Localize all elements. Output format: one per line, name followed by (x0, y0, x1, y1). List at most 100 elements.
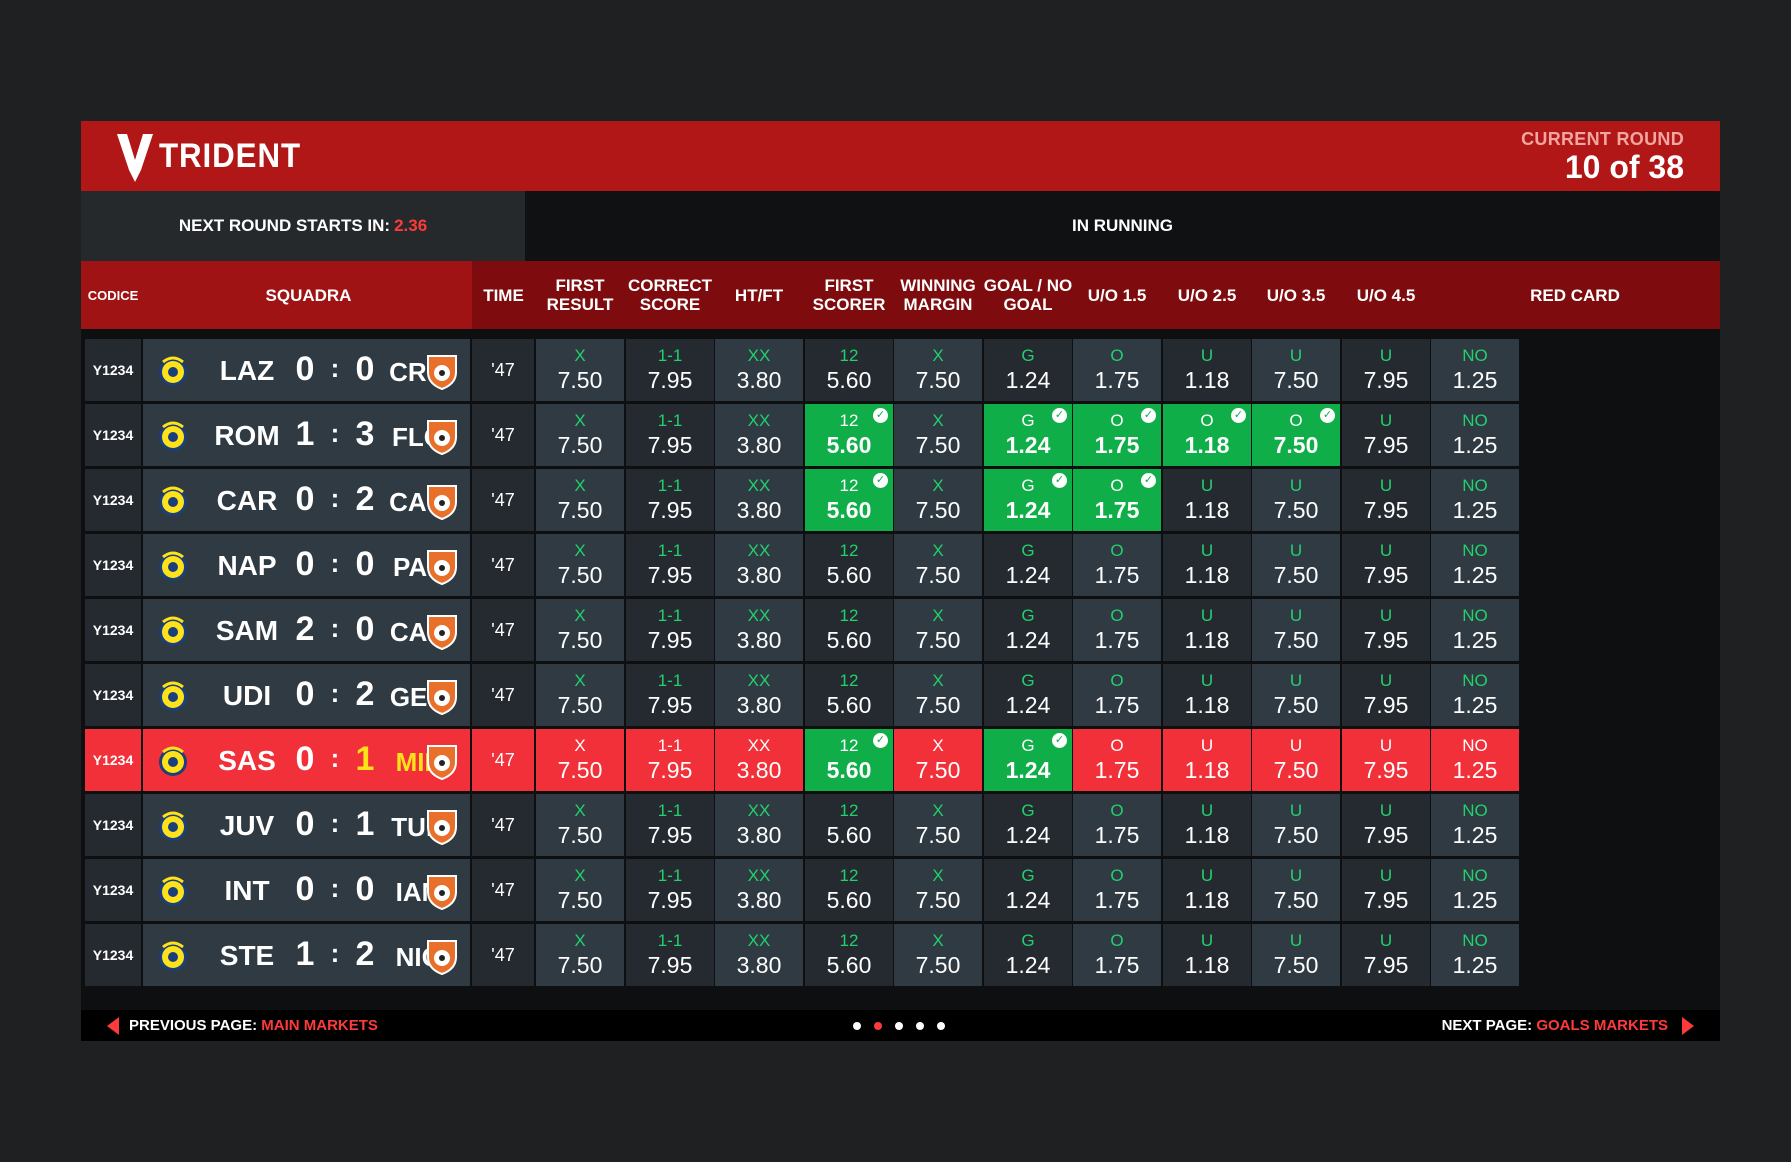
odds-cell[interactable]: XX 3.80 (715, 599, 803, 661)
odds-cell[interactable]: X 7.50 (536, 924, 624, 986)
next-page-link[interactable]: NEXT PAGE: GOALS MARKETS (1442, 1010, 1694, 1041)
odds-cell[interactable]: 1-1 7.95 (626, 859, 714, 921)
odds-cell[interactable]: X 7.50 (894, 859, 982, 921)
odds-cell[interactable]: NO 1.25 (1431, 339, 1519, 401)
odds-cell[interactable]: U 7.50 (1252, 794, 1340, 856)
odds-cell[interactable]: XX 3.80 (715, 534, 803, 596)
odds-cell[interactable]: NO 1.25 (1431, 794, 1519, 856)
odds-cell[interactable]: U 7.95 (1342, 339, 1430, 401)
match-row[interactable]: Y1234 LAZ 0:0 CRO '47 X 7.50 1-1 7.95 XX 3.80 12 5.6… (85, 339, 1716, 404)
odds-cell[interactable]: 12 5.60 (805, 339, 893, 401)
odds-cell[interactable]: U 7.50 (1252, 469, 1340, 531)
odds-cell[interactable]: X 7.50 (894, 469, 982, 531)
odds-cell[interactable]: NO 1.25 (1431, 469, 1519, 531)
odds-cell[interactable]: O 1.75 (1073, 599, 1161, 661)
odds-cell[interactable]: 12 5.60 (805, 664, 893, 726)
odds-cell[interactable]: 12 5.60 (805, 794, 893, 856)
odds-cell[interactable]: G 1.24 (984, 599, 1072, 661)
odds-cell[interactable]: U 1.18 (1163, 794, 1251, 856)
match-row[interactable]: Y1234 SAS 0:1 MIL '47 X 7.50 1-1 7.95 XX 3.80 12 5.6… (85, 729, 1716, 794)
odds-cell[interactable]: G 1.24 (984, 664, 1072, 726)
odds-cell[interactable]: X 7.50 (536, 534, 624, 596)
page-dot[interactable] (937, 1022, 945, 1030)
odds-cell[interactable]: 1-1 7.95 (626, 794, 714, 856)
page-dot[interactable] (895, 1022, 903, 1030)
odds-cell[interactable]: G 1.24 ✓ (984, 469, 1072, 531)
odds-cell[interactable]: X 7.50 (894, 664, 982, 726)
odds-cell[interactable]: X 7.50 (536, 404, 624, 466)
odds-cell[interactable]: XX 3.80 (715, 339, 803, 401)
match-row[interactable]: Y1234 INT 0:0 IAN '47 X 7.50 1-1 7.95 XX 3.80 12 5.6… (85, 859, 1716, 924)
odds-cell[interactable]: XX 3.80 (715, 664, 803, 726)
odds-cell[interactable]: U 1.18 (1163, 339, 1251, 401)
odds-cell[interactable]: X 7.50 (894, 404, 982, 466)
odds-cell[interactable]: 12 5.60 (805, 534, 893, 596)
odds-cell[interactable]: O 1.75 ✓ (1073, 469, 1161, 531)
odds-cell[interactable]: U 7.95 (1342, 794, 1430, 856)
odds-cell[interactable]: 12 5.60 ✓ (805, 469, 893, 531)
odds-cell[interactable]: 12 5.60 (805, 599, 893, 661)
match-row[interactable]: Y1234 JUV 0:1 TUR '47 X 7.50 1-1 7.95 XX 3.80 12 5.6… (85, 794, 1716, 859)
odds-cell[interactable]: U 1.18 (1163, 534, 1251, 596)
odds-cell[interactable]: U 1.18 (1163, 469, 1251, 531)
match-row[interactable]: Y1234 CAR 0:2 CAG '47 X 7.50 1-1 7.95 XX 3.80 12 5.6… (85, 469, 1716, 534)
odds-cell[interactable]: X 7.50 (894, 534, 982, 596)
odds-cell[interactable]: NO 1.25 (1431, 924, 1519, 986)
odds-cell[interactable]: 1-1 7.95 (626, 534, 714, 596)
odds-cell[interactable]: O 7.50 ✓ (1252, 404, 1340, 466)
odds-cell[interactable]: X 7.50 (536, 469, 624, 531)
odds-cell[interactable]: X 7.50 (894, 794, 982, 856)
odds-cell[interactable]: O 1.75 (1073, 534, 1161, 596)
odds-cell[interactable]: X 7.50 (536, 339, 624, 401)
odds-cell[interactable]: U 1.18 (1163, 924, 1251, 986)
odds-cell[interactable]: 1-1 7.95 (626, 664, 714, 726)
odds-cell[interactable]: X 7.50 (536, 729, 624, 791)
odds-cell[interactable]: G 1.24 (984, 924, 1072, 986)
odds-cell[interactable]: G 1.24 (984, 859, 1072, 921)
odds-cell[interactable]: 12 5.60 (805, 924, 893, 986)
odds-cell[interactable]: 1-1 7.95 (626, 924, 714, 986)
odds-cell[interactable]: U 7.50 (1252, 859, 1340, 921)
odds-cell[interactable]: O 1.75 (1073, 924, 1161, 986)
odds-cell[interactable]: X 7.50 (536, 794, 624, 856)
odds-cell[interactable]: U 7.95 (1342, 729, 1430, 791)
odds-cell[interactable]: U 7.50 (1252, 339, 1340, 401)
odds-cell[interactable]: XX 3.80 (715, 859, 803, 921)
odds-cell[interactable]: 1-1 7.95 (626, 729, 714, 791)
odds-cell[interactable]: NO 1.25 (1431, 534, 1519, 596)
odds-cell[interactable]: U 7.50 (1252, 534, 1340, 596)
odds-cell[interactable]: O 1.75 (1073, 729, 1161, 791)
odds-cell[interactable]: 12 5.60 ✓ (805, 729, 893, 791)
odds-cell[interactable]: XX 3.80 (715, 924, 803, 986)
odds-cell[interactable]: G 1.24 ✓ (984, 729, 1072, 791)
odds-cell[interactable]: XX 3.80 (715, 404, 803, 466)
odds-cell[interactable]: X 7.50 (894, 339, 982, 401)
match-row[interactable]: Y1234 NAP 0:0 PAL '47 X 7.50 1-1 7.95 XX 3.80 12 5.6… (85, 534, 1716, 599)
odds-cell[interactable]: NO 1.25 (1431, 664, 1519, 726)
odds-cell[interactable]: U 7.95 (1342, 404, 1430, 466)
odds-cell[interactable]: X 7.50 (536, 599, 624, 661)
odds-cell[interactable]: 1-1 7.95 (626, 469, 714, 531)
match-row[interactable]: Y1234 ROM 1:3 FLO '47 X 7.50 1-1 7.95 XX 3.80 12 5.6… (85, 404, 1716, 469)
odds-cell[interactable]: U 1.18 (1163, 664, 1251, 726)
odds-cell[interactable]: U 1.18 (1163, 859, 1251, 921)
odds-cell[interactable]: X 7.50 (536, 859, 624, 921)
odds-cell[interactable]: O 1.18 ✓ (1163, 404, 1251, 466)
odds-cell[interactable]: U 7.50 (1252, 599, 1340, 661)
odds-cell[interactable]: X 7.50 (894, 599, 982, 661)
odds-cell[interactable]: X 7.50 (894, 729, 982, 791)
odds-cell[interactable]: G 1.24 (984, 534, 1072, 596)
odds-cell[interactable]: O 1.75 (1073, 664, 1161, 726)
odds-cell[interactable]: NO 1.25 (1431, 404, 1519, 466)
odds-cell[interactable]: U 7.95 (1342, 599, 1430, 661)
odds-cell[interactable]: X 7.50 (536, 664, 624, 726)
page-dot[interactable] (853, 1022, 861, 1030)
previous-page-link[interactable]: PREVIOUS PAGE: MAIN MARKETS (107, 1010, 378, 1041)
match-row[interactable]: Y1234 SAM 2:0 CAR '47 X 7.50 1-1 7.95 XX 3.80 12 5.6… (85, 599, 1716, 664)
odds-cell[interactable]: O 1.75 (1073, 859, 1161, 921)
page-dot[interactable] (916, 1022, 924, 1030)
odds-cell[interactable]: 1-1 7.95 (626, 599, 714, 661)
odds-cell[interactable]: U 7.50 (1252, 729, 1340, 791)
odds-cell[interactable]: XX 3.80 (715, 794, 803, 856)
match-row[interactable]: Y1234 UDI 0:2 GEN '47 X 7.50 1-1 7.95 XX 3.80 12 5.6… (85, 664, 1716, 729)
